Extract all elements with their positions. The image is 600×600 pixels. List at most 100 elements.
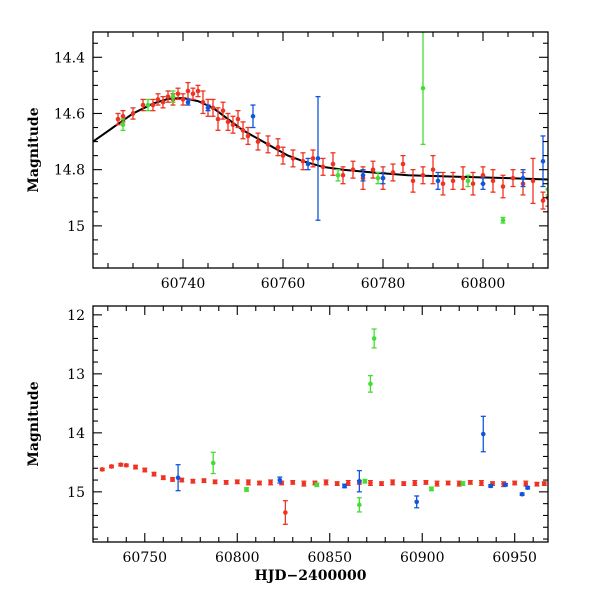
bottom-red-data-point [323,480,329,485]
bottom-red-data-point [542,481,547,486]
bottom-axes-frame [92,305,549,543]
top-red-data-point [540,198,546,203]
top-red-data-point [275,144,281,150]
bottom-red-data-point [390,480,395,485]
top-y-tick-label: 14.6 [54,106,85,122]
top-blue-data-point [520,175,526,181]
bottom-green-data-point [357,502,362,508]
bottom-red-data-point [368,480,373,486]
top-red-data-point [175,91,181,97]
top-green-data-point [420,85,426,91]
top-blue-data-point [360,172,366,178]
bottom-red-data-point [118,462,124,468]
top-data-layer [93,32,548,224]
top-blue-data-point [305,161,311,167]
bottom-red-data-point [179,477,185,483]
top-red-data-point [240,128,246,133]
top-x-tick-label: 60780 [361,276,406,292]
bottom-red-data-point [301,481,307,486]
bottom-red-data-point [109,464,114,469]
bottom-red-data-point [523,481,529,486]
bottom-red-data-point [234,479,240,485]
top-red-data-point [440,181,446,187]
top-red-data-point [255,139,261,144]
top-red-data-point [150,102,156,108]
top-red-data-point [235,116,241,122]
bottom-red-data-point [534,481,540,487]
bottom-red-data-point [246,480,251,485]
bottom-green-data-point [429,486,434,492]
bottom-y-tick-label: 15 [67,485,85,501]
bottom-red-data-point [334,481,340,486]
top-blue-data-point [315,156,321,161]
bottom-blue-data-point [414,499,419,505]
bottom-green-data-point [210,460,216,466]
bottom-blue-data-point [342,483,347,489]
bottom-red-data-point [379,481,384,486]
top-red-data-point [160,99,166,105]
bottom-red-data-point [133,464,138,470]
top-blue-data-point [435,178,441,184]
bottom-red-data-point [170,477,175,482]
bottom-red-data-point [345,480,351,486]
bottom-x-tick-label: 60850 [307,550,352,566]
top-blue-data-point [380,175,386,181]
bottom-blue-data-point [277,477,283,483]
top-red-data-point [510,175,516,181]
bottom-red-data-point [445,480,451,486]
top-red-data-point [420,172,426,178]
top-y-tick-label: 15 [67,219,85,235]
top-green-data-point [170,94,176,99]
bottom-blue-data-point [525,485,530,491]
top-red-data-point [220,108,226,113]
top-red-data-point [195,88,201,94]
top-axes-frame [92,31,549,269]
top-red-data-point [390,170,396,175]
top-red-data-point [500,184,506,189]
bottom-red-data-point [423,480,429,485]
bottom-blue-data-point [175,475,181,480]
top-red-data-point [430,167,436,172]
bottom-red-data-point [190,478,196,484]
top-light-curve-panel: 60740 60760 60780 60800 14.4 14.6 14.8 15 Magnit… [26,31,549,292]
top-red-data-point [290,156,296,161]
bottom-green-data-point [371,336,377,341]
top-red-data-point [370,167,376,172]
top-red-data-point [180,97,186,102]
top-model-curve [93,96,548,181]
bottom-green-data-point [244,487,249,492]
top-green-data-point [375,175,381,181]
bottom-red-data-point [123,463,129,468]
bottom-data-layer [99,328,547,525]
top-y-tick-label: 14.8 [54,163,85,179]
bottom-green-data-point [362,478,368,484]
top-red-data-point [530,178,536,184]
top-red-data-point [450,178,456,184]
bottom-blue-data-point [503,482,508,488]
bottom-green-data-point [460,481,466,486]
bottom-red-data-point [223,480,229,485]
bottom-red-data-point [412,480,418,486]
bottom-red-data-point [512,480,518,486]
top-red-data-point [245,133,251,139]
bottom-y-tick-label: 12 [67,308,85,324]
top-red-data-point [190,91,196,97]
top-red-data-point [350,167,356,172]
bottom-blue-data-point [488,483,493,489]
top-red-data-point [165,94,171,99]
bottom-red-data-point [142,467,148,473]
bottom-x-axis-title: HJD−2400000 [255,568,367,584]
bottom-y-tick-label: 13 [67,367,85,383]
top-y-tick-label: 14.4 [54,50,85,66]
top-red-data-point [200,99,206,105]
top-red-data-point [225,119,231,125]
top-blue-data-point [185,99,191,105]
top-red-data-point [130,111,136,116]
top-red-data-point [120,113,126,119]
top-red-data-point [310,156,316,161]
bottom-red-data-point [283,510,288,515]
bottom-blue-data-point [357,478,362,484]
bottom-red-data-point [479,480,484,486]
top-red-data-point [320,164,326,170]
top-green-data-point [120,122,126,128]
